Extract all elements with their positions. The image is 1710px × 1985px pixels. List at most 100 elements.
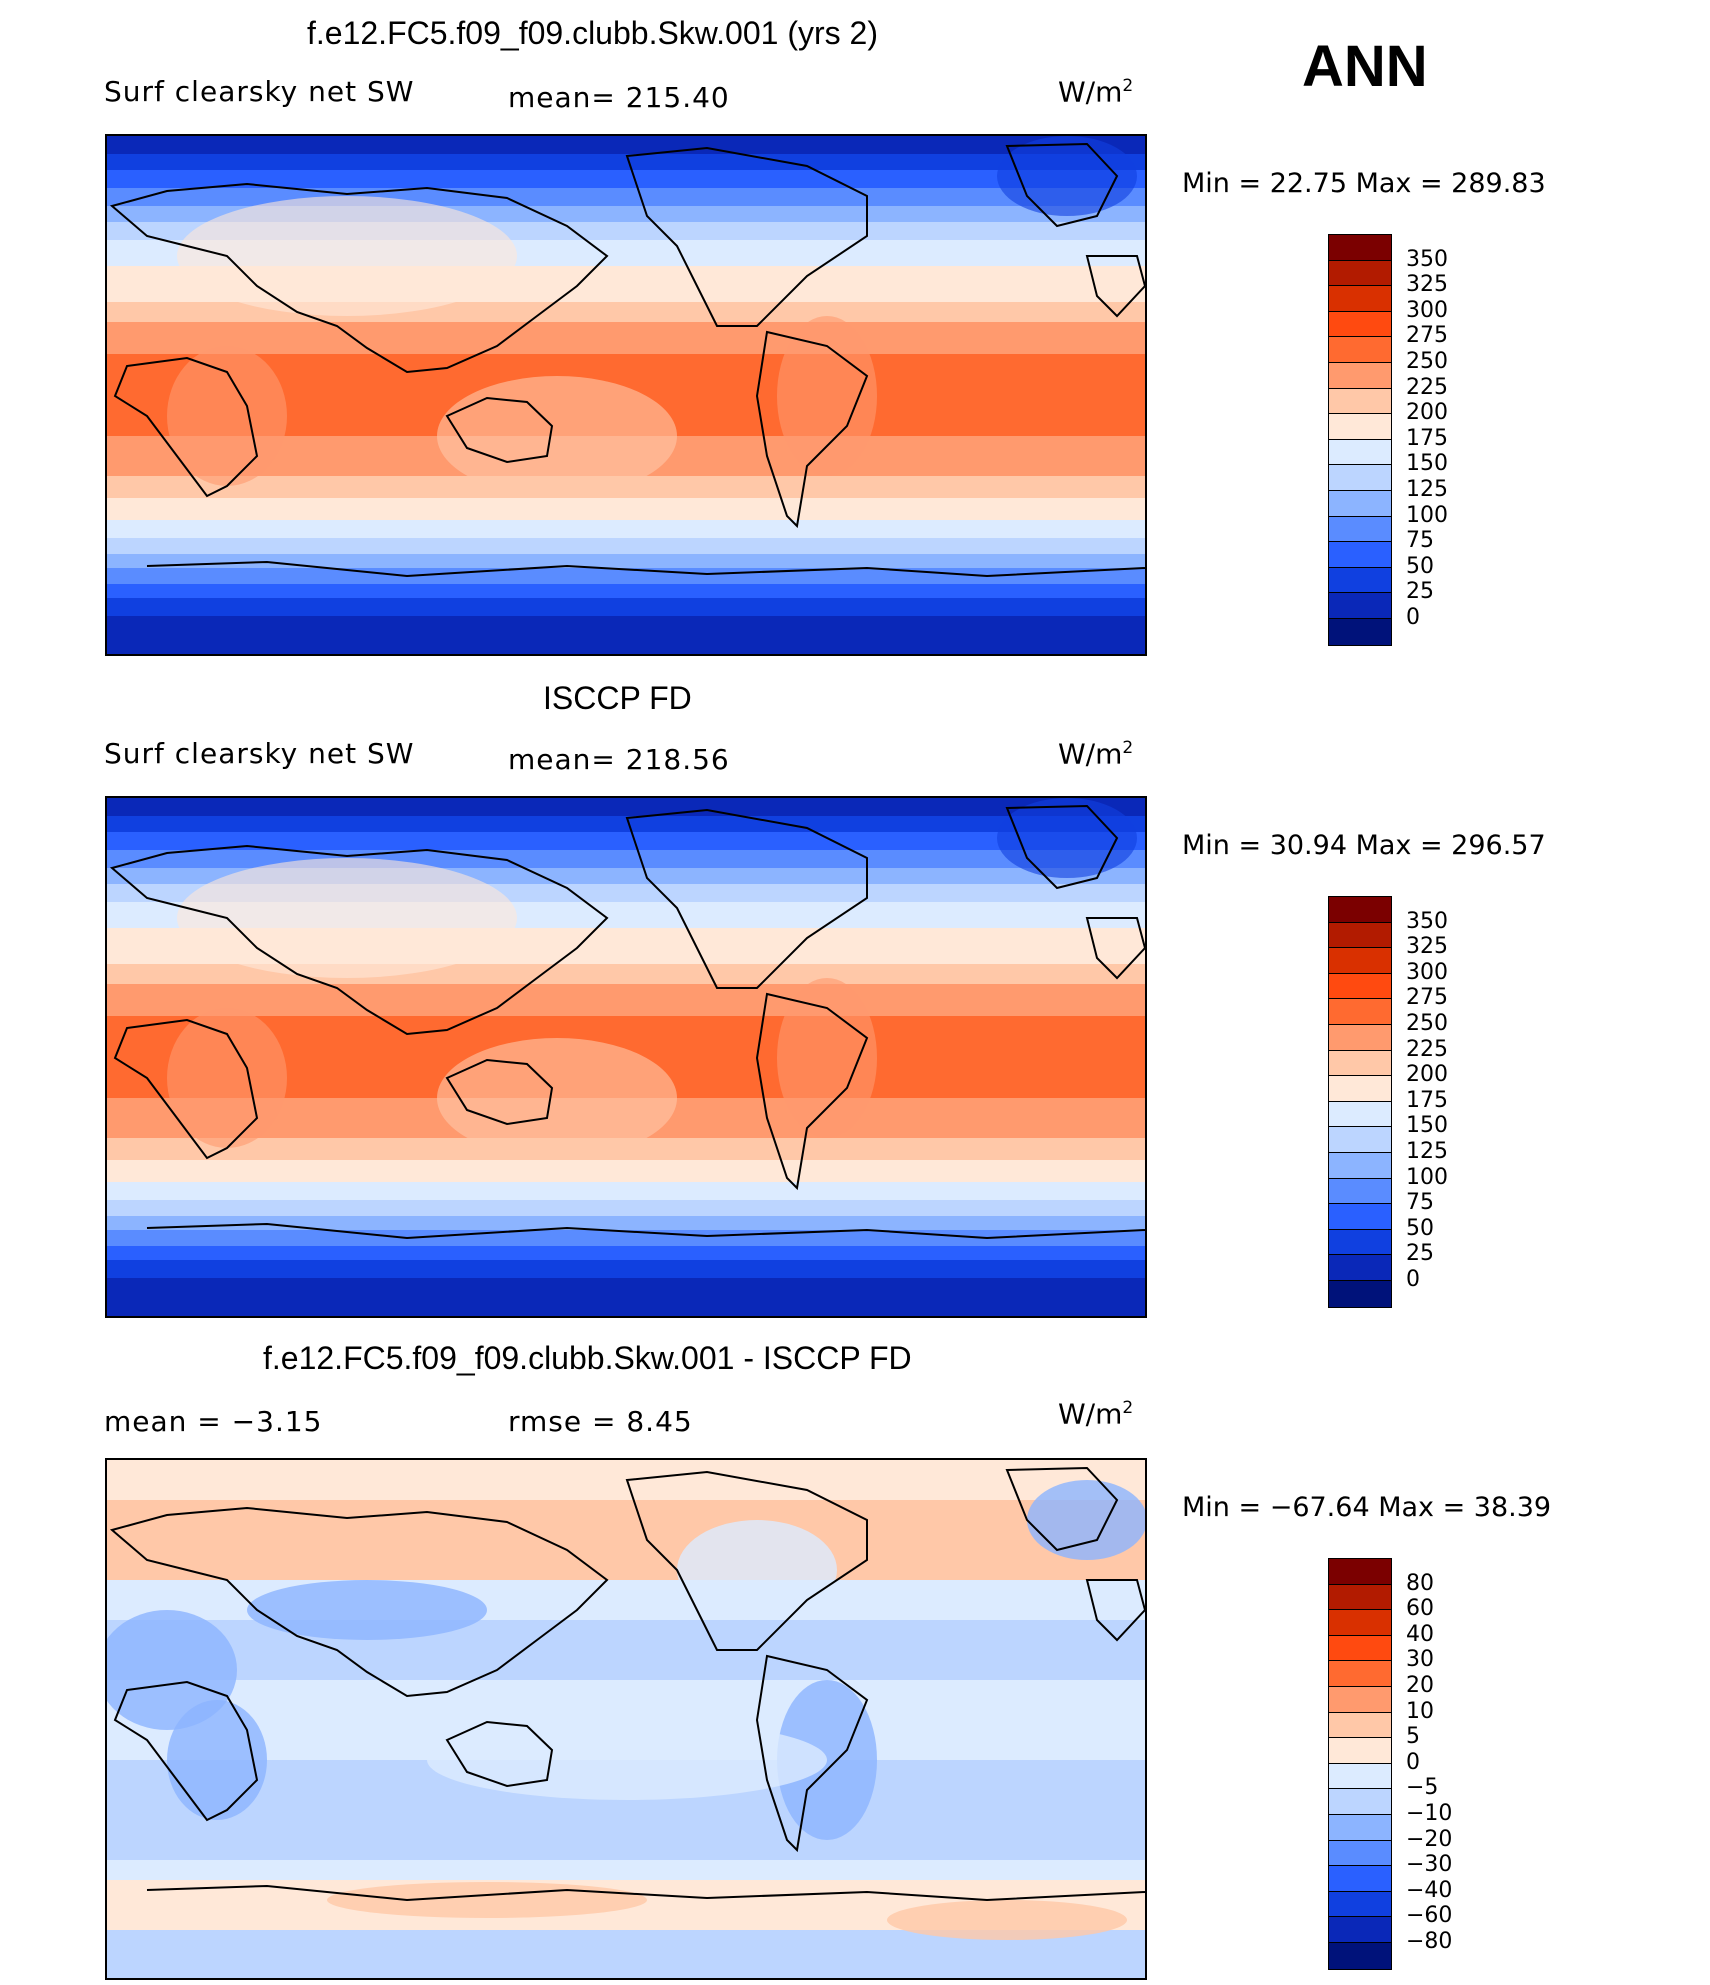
colorbar-swatch [1329, 999, 1391, 1025]
colorbar-swatch [1329, 1661, 1391, 1687]
model-colorbar [1328, 234, 1392, 646]
contour-patch [1027, 1480, 1145, 1560]
contour-patch [437, 1038, 677, 1158]
diff-min-max: Min = −67.64 Max = 38.39 [1182, 1492, 1552, 1523]
colorbar-swatch [1329, 1024, 1391, 1051]
colorbar-swatch [1329, 1584, 1391, 1611]
colorbar-level-label: −10 [1406, 1801, 1453, 1826]
model-map [105, 134, 1147, 656]
colorbar-level-label: 75 [1406, 528, 1434, 554]
coastline [445, 396, 554, 464]
colorbar-swatch [1329, 490, 1391, 517]
colorbar-swatch [1329, 362, 1391, 389]
colorbar-level-label: 325 [1406, 272, 1448, 298]
obs-field-label: Surf clearsky net SW [104, 737, 415, 770]
colorbar-level-label: 350 [1406, 246, 1448, 272]
coastline [1005, 804, 1119, 890]
colorbar-swatch [1329, 337, 1391, 363]
contour-band [107, 1216, 1145, 1230]
contour-band [107, 832, 1145, 850]
colorbar-swatch [1329, 1840, 1391, 1867]
contour-patch [167, 1700, 267, 1820]
colorbar-level-label: −60 [1406, 1903, 1453, 1929]
coastline [1085, 255, 1145, 318]
colorbar-swatch [1329, 1204, 1391, 1230]
contour-band [107, 1200, 1145, 1216]
contour-patch [177, 858, 517, 978]
colorbar-level-label: 10 [1406, 1698, 1434, 1724]
colorbar-swatch [1329, 922, 1391, 949]
season-label: ANN [1302, 34, 1428, 99]
coastline [445, 1058, 554, 1126]
model-panel-title: f.e12.FC5.f09_f09.clubb.Skw.001 (yrs 2) [307, 15, 878, 51]
colorbar-level-label: 75 [1406, 1190, 1434, 1216]
colorbar-swatch [1329, 948, 1391, 974]
colorbar-level-label: 275 [1406, 985, 1448, 1011]
colorbar-swatch [1329, 567, 1391, 594]
coastline [625, 808, 868, 989]
colorbar-level-label: 350 [1406, 908, 1448, 934]
colorbar-level-label: −80 [1406, 1929, 1453, 1954]
diff-mean-label: mean = −3.15 [104, 1405, 323, 1438]
contour-band [107, 1860, 1145, 1880]
contour-band [107, 1260, 1145, 1278]
colorbar-swatch [1329, 1076, 1391, 1102]
contour-patch [677, 1520, 837, 1620]
colorbar-level-label: 150 [1406, 1113, 1448, 1139]
colorbar-level-label: 175 [1406, 425, 1448, 451]
contour-band [107, 322, 1145, 354]
colorbar-swatch [1329, 260, 1391, 287]
coastline [113, 356, 259, 498]
coastline [1005, 1466, 1119, 1552]
colorbar-level-label: 250 [1406, 1011, 1448, 1036]
contour-patch [777, 316, 877, 476]
contour-band [107, 816, 1145, 832]
colorbar-level-label: 175 [1406, 1087, 1448, 1113]
colorbar-level-label: 100 [1406, 502, 1448, 528]
contour-band [107, 1182, 1145, 1200]
colorbar-swatch [1329, 1738, 1391, 1764]
colorbar-swatch [1329, 897, 1391, 923]
model-mean-label: mean= 215.40 [508, 81, 730, 114]
coastline [109, 844, 609, 1036]
obs-colorbar [1328, 896, 1392, 1308]
colorbar-swatch [1329, 516, 1391, 543]
contour-patch [127, 1500, 487, 1580]
colorbar-swatch [1329, 618, 1391, 645]
coastline [625, 1470, 868, 1651]
colorbar-level-label: 30 [1406, 1647, 1434, 1673]
colorbar-swatch [1329, 1789, 1391, 1815]
coastline [146, 1222, 1145, 1240]
colorbar-level-label: −5 [1406, 1775, 1439, 1801]
colorbar-swatch [1329, 286, 1391, 312]
colorbar-level-label: 325 [1406, 934, 1448, 960]
contour-band [107, 154, 1145, 170]
colorbar-level-label: 125 [1406, 477, 1448, 502]
contour-band [107, 170, 1145, 188]
colorbar-level-label: 200 [1406, 400, 1448, 426]
contour-patch [777, 978, 877, 1138]
contour-band [107, 798, 1145, 816]
colorbar-level-label: 50 [1406, 553, 1434, 579]
contour-patch [247, 1580, 487, 1640]
model-min-max: Min = 22.75 Max = 289.83 [1182, 168, 1546, 199]
colorbar-swatch [1329, 465, 1391, 491]
coastline [755, 992, 869, 1191]
contour-band [107, 520, 1145, 538]
colorbar-swatch [1329, 1763, 1391, 1790]
contour-band [107, 1246, 1145, 1260]
colorbar-level-label: −20 [1406, 1826, 1453, 1852]
contour-band [107, 584, 1145, 598]
colorbar-level-label: 60 [1406, 1596, 1434, 1622]
obs-map [105, 796, 1147, 1318]
colorbar-swatch [1329, 1255, 1391, 1281]
colorbar-swatch [1329, 1229, 1391, 1256]
colorbar-swatch [1329, 1050, 1391, 1077]
colorbar-swatch [1329, 1917, 1391, 1943]
contour-band [107, 188, 1145, 206]
contour-band [107, 136, 1145, 154]
colorbar-level-label: 100 [1406, 1164, 1448, 1190]
coastline [755, 330, 869, 529]
coastline [1085, 917, 1145, 980]
colorbar-level-label: 150 [1406, 451, 1448, 477]
